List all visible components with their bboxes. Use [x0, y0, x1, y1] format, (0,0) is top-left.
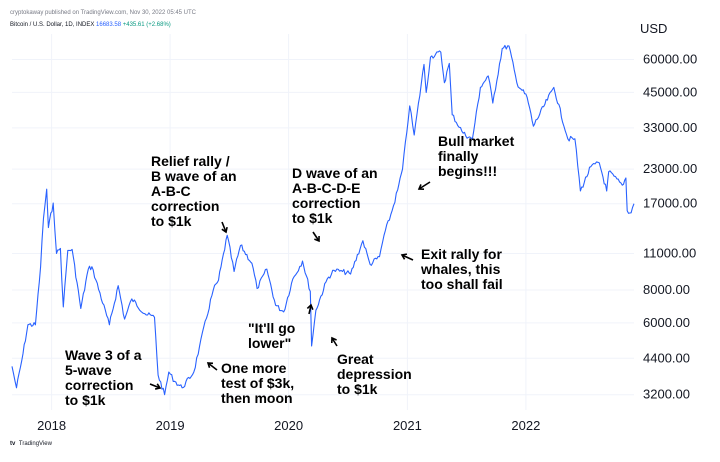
x-tick-label: 2022	[511, 418, 540, 433]
annotation-arrow	[401, 254, 414, 261]
y-tick-label: 11000.00	[643, 246, 696, 261]
price-change: +435.61 (+2.68%)	[122, 22, 171, 28]
annotation-arrowhead	[400, 253, 408, 260]
annotation: Wave 3 of a 5-wave correction to $1k	[65, 347, 162, 408]
y-tick-label: 17000.00	[643, 196, 697, 211]
annotation-text: Relief rally / B wave of an A-B-C correctio…	[151, 153, 237, 229]
annotation-text: Exit rally for whales, this too shall fail	[420, 246, 503, 292]
grid-lines	[12, 34, 634, 410]
publish-info: cryptokaway published on TradingView.com…	[10, 10, 196, 16]
y-axis: 3200.00 4400.00 6000.00 8000.00 11000.00 1700…	[640, 21, 697, 402]
annotation-arrowhead	[306, 303, 314, 310]
annotation-line: too shall fail	[421, 276, 503, 292]
annotation-line: finally	[438, 148, 479, 164]
annotations: Relief rally / B wave of an A-B-C correctio…	[65, 133, 515, 408]
annotation-arrowhead	[330, 336, 337, 344]
annotation-line: Bull market	[438, 133, 515, 149]
annotation: Relief rally / B wave of an A-B-C correctio…	[151, 153, 237, 234]
y-tick-label: 33000.00	[643, 120, 697, 135]
annotation: Exit rally for whales, this too shall fail	[400, 246, 503, 292]
annotation-line: depression	[337, 366, 412, 382]
symbol-legend: Bitcoin / U.S. Dollar, 1D, INDEX 16683.5…	[10, 22, 171, 28]
annotation-arrow	[221, 221, 227, 233]
annotation: "It'll go lower"	[248, 303, 314, 351]
y-tick-label: 8000.00	[643, 282, 690, 297]
annotation-line: to $1k	[292, 210, 333, 226]
annotation-line: "It'll go	[248, 320, 295, 336]
y-unit-label: USD	[640, 21, 667, 36]
annotation-text: Bull market finally begins!!!	[438, 133, 515, 179]
price-series	[11, 44, 635, 396]
x-tick-label: 2020	[274, 418, 303, 433]
annotation-line: Exit rally for	[421, 246, 502, 262]
annotation-line: correction	[292, 195, 360, 211]
annotation-line: Relief rally /	[151, 153, 230, 169]
annotation-text: Great depression to $1k	[337, 351, 412, 397]
price-line	[11, 44, 635, 396]
y-tick-label: 23000.00	[643, 161, 697, 176]
annotation-arrow	[308, 304, 312, 315]
x-tick-label: 2018	[37, 418, 66, 433]
last-price: 16683.58	[96, 22, 122, 28]
annotation-line: whales, this	[420, 261, 501, 277]
y-tick-label: 3200.00	[643, 387, 690, 402]
annotation-arrow	[418, 181, 431, 190]
annotation-line: Great	[337, 351, 374, 367]
annotation-line: correction	[151, 198, 219, 214]
annotation-line: to $1k	[151, 213, 192, 229]
annotation: D wave of an A-B-C-D-E correction to $1k	[292, 165, 378, 243]
annotation-arrow	[331, 337, 338, 347]
x-tick-label: 2021	[393, 418, 422, 433]
y-tick-label: 6000.00	[643, 315, 690, 330]
y-tick-label: 45000.00	[643, 84, 697, 99]
annotation-line: D wave of an	[292, 165, 378, 181]
symbol-name: Bitcoin / U.S. Dollar, 1D, INDEX	[10, 22, 95, 28]
x-tick-label: 2019	[156, 418, 185, 433]
annotation-arrow	[149, 383, 161, 389]
annotation-arrowhead	[221, 226, 228, 234]
annotation-line: begins!!!	[438, 163, 497, 179]
annotation-line: B wave of an	[151, 168, 237, 184]
annotation-line: A-B-C	[151, 183, 191, 199]
annotation-line: lower"	[248, 335, 291, 351]
annotation-line: to $1k	[337, 381, 378, 397]
annotation-line: A-B-C-D-E	[292, 180, 360, 196]
annotation-line: Wave 3 of a	[65, 347, 142, 363]
brand-label: TradingView	[18, 441, 52, 447]
annotation-arrowhead	[417, 184, 425, 190]
annotation: One more test of $3k, then moon	[206, 360, 294, 406]
annotation-text: D wave of an A-B-C-D-E correction to $1k	[292, 165, 378, 226]
annotation-line: to $1k	[65, 392, 106, 408]
annotation-arrowhead	[314, 235, 320, 243]
annotation-line: correction	[65, 377, 133, 393]
annotation-text: Wave 3 of a 5-wave correction to $1k	[65, 347, 142, 408]
annotation-line: then moon	[221, 390, 293, 406]
tradingview-brand[interactable]: tv TradingView	[10, 441, 52, 447]
annotation-line: One more	[221, 360, 287, 376]
x-axis: 2018 2019 2020 2021 2022	[37, 418, 540, 433]
y-tick-label: 4400.00	[643, 350, 690, 365]
annotation-arrowhead	[206, 362, 214, 369]
tradingview-logo-icon: tv	[10, 441, 16, 447]
annotation: Bull market finally begins!!!	[417, 133, 515, 190]
annotation-arrowhead	[154, 383, 162, 390]
annotation: Great depression to $1k	[330, 336, 412, 397]
annotation-arrow	[207, 362, 218, 371]
annotation-arrow	[312, 231, 320, 242]
annotation-text: "It'll go lower"	[248, 320, 295, 351]
annotation-line: test of $3k,	[221, 375, 294, 391]
annotation-text: One more test of $3k, then moon	[221, 360, 294, 406]
y-tick-label: 60000.00	[643, 52, 697, 67]
annotation-line: 5-wave	[65, 362, 112, 378]
